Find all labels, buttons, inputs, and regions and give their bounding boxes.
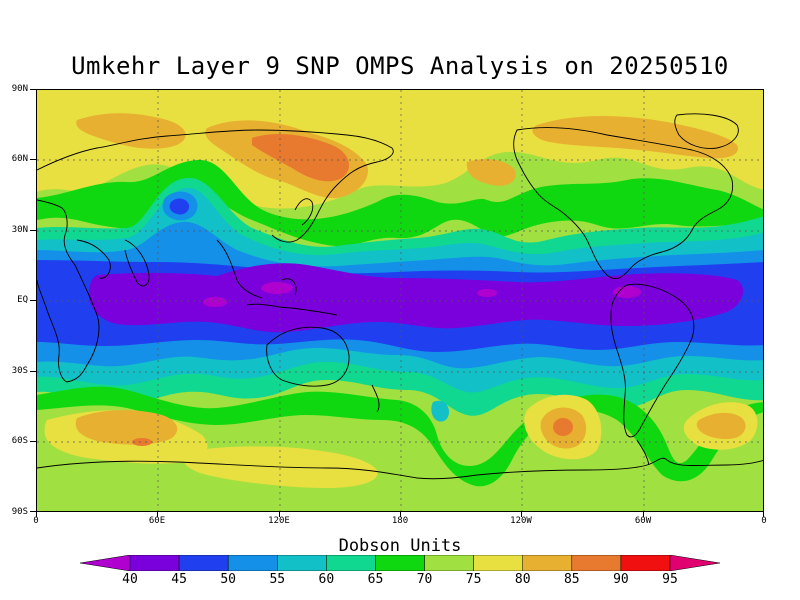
colorbar-tick-label: 85: [563, 572, 580, 587]
lon-label-60e: 60E: [148, 516, 166, 526]
colorbar-swatch: [375, 555, 425, 571]
colorbar-swatch-high-end: [669, 555, 720, 571]
coastline-africa: [37, 199, 100, 383]
contour-band-70-south: [37, 386, 763, 487]
colorbar-tick-label: 55: [269, 572, 286, 587]
colorbar-tick-label: 80: [514, 572, 531, 587]
coastlines: [37, 113, 763, 480]
coastline-antarctic-peninsula: [636, 439, 650, 466]
lon-label-180: 180: [391, 516, 409, 526]
lat-label-90s: 90S: [11, 507, 28, 517]
colorbar-swatch: [129, 555, 180, 571]
contour-patch-85-south-atlantic: [696, 412, 746, 440]
lat-tick: [30, 441, 36, 442]
colorbar-swatch: [277, 555, 327, 571]
contour-patch-85-atlantic: [532, 116, 738, 159]
contour-spot-90: [553, 418, 573, 436]
lat-label-60n: 60N: [11, 154, 28, 164]
colorbar-swatch: [326, 555, 376, 571]
colorbar-swatch: [178, 555, 229, 571]
contour-spot-40: [477, 289, 497, 297]
colorbar-tick-label: 40: [122, 572, 138, 587]
colorbar-tick-label: 95: [662, 572, 678, 587]
contour-band-45: [88, 263, 744, 333]
lat-label-eq: EQ: [17, 295, 28, 305]
colorbar-swatch: [571, 555, 622, 571]
colorbar-swatch: [620, 555, 671, 571]
lat-label-30n: 30N: [11, 225, 28, 235]
lat-label-90n: 90N: [11, 84, 28, 94]
contour-patch-85-npacific: [466, 159, 516, 186]
coastline-newzealand: [371, 384, 380, 413]
colorbar-tick-label: 75: [465, 572, 482, 587]
lat-tick: [30, 159, 36, 160]
coastline-north-america: [513, 127, 734, 280]
coastline-seasia: [216, 239, 338, 316]
colorbar: [80, 555, 720, 571]
colorbar-tick-label: 65: [367, 572, 384, 587]
lon-label-0: 0: [33, 516, 39, 526]
colorbar-tick-label: 60: [318, 572, 335, 587]
lat-tick: [30, 89, 36, 90]
contour-patch-90-siberia: [252, 134, 350, 182]
colorbar-units-label: Dobson Units: [338, 536, 462, 556]
colorbar-tick-label: 70: [416, 572, 433, 587]
lat-tick: [30, 230, 36, 231]
lon-tick: [763, 512, 764, 517]
coastline-eurasia: [37, 129, 394, 243]
lat-tick: [30, 371, 36, 372]
contour-patch-85-south-indian: [75, 410, 178, 445]
colorbar-swatch: [424, 555, 474, 571]
lat-tick: [30, 511, 36, 512]
contour-spot-40: [261, 282, 293, 294]
coastline-greenland: [674, 113, 739, 149]
map-title: Umkehr Layer 9 SNP OMPS Analysis on 2025…: [71, 52, 729, 80]
colorbar-swatch-low-end: [80, 555, 131, 571]
colorbar-tick-label: 90: [613, 572, 629, 587]
lon-label-120w: 120W: [510, 516, 532, 526]
lon-tick: [279, 512, 280, 517]
contour-patch-60-south: [431, 400, 449, 422]
graticule: [37, 90, 763, 511]
contour-spot-40: [203, 297, 227, 307]
colorbar-swatch: [473, 555, 523, 571]
lon-tick: [400, 512, 401, 517]
lon-tick: [36, 512, 37, 517]
lon-label-0-east: 0: [761, 516, 767, 526]
lat-tick: [30, 300, 36, 301]
contour-patch-50-asia: [169, 198, 190, 215]
ozone-contour-field: [37, 90, 763, 511]
coastline-japan: [294, 198, 314, 226]
contour-band-70-north: [37, 159, 763, 247]
lat-label-60s: 60S: [11, 436, 28, 446]
colorbar-swatch: [227, 555, 278, 571]
lon-tick: [521, 512, 522, 517]
lon-label-120e: 120E: [268, 516, 290, 526]
coastline-australia: [266, 326, 350, 387]
lon-tick: [157, 512, 158, 517]
contour-spot-40: [613, 286, 641, 298]
lat-label-30s: 30S: [11, 366, 28, 376]
colorbar-tick-label: 45: [171, 572, 187, 587]
colorbar-tick-label: 50: [220, 572, 236, 587]
ozone-map: [36, 89, 764, 512]
coastline-antarctica: [37, 457, 763, 480]
colorbar-swatch: [522, 555, 573, 571]
coastline-south-america: [610, 283, 695, 438]
lon-label-60w: 60W: [634, 516, 652, 526]
coastline-asia-south: [76, 239, 150, 287]
lon-tick: [643, 512, 644, 517]
contour-spot-90: [132, 438, 152, 446]
